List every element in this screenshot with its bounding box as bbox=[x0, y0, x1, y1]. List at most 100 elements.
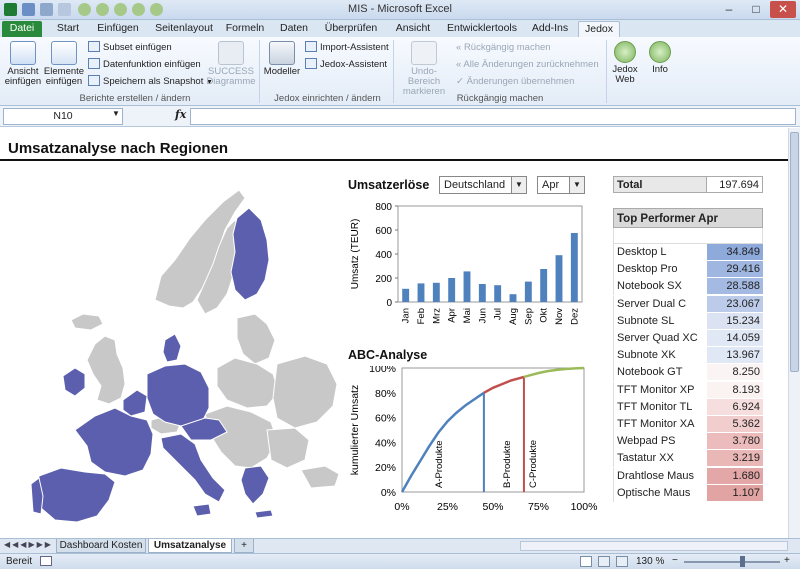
sheet-tab-umsatzanalyse[interactable]: Umsatzanalyse bbox=[148, 539, 232, 553]
map-region-norway bbox=[154, 189, 246, 309]
zoom-in-icon[interactable]: + bbox=[784, 555, 790, 566]
zoom-out-icon[interactable]: − bbox=[672, 555, 678, 566]
aenderungen-uebernehmen-button[interactable]: ✓ Änderungen übernehmen bbox=[456, 76, 575, 87]
title-divider bbox=[0, 159, 788, 161]
name-box[interactable]: N10 bbox=[3, 108, 123, 125]
x-tick-label: 75% bbox=[528, 501, 549, 513]
bar bbox=[570, 233, 578, 302]
page-layout-view-icon[interactable] bbox=[598, 556, 610, 567]
x-tick-label: 50% bbox=[482, 501, 503, 513]
tab-add-ins[interactable]: Add-Ins bbox=[531, 22, 569, 34]
jedox-quick-icon[interactable] bbox=[114, 3, 127, 16]
speichern-snapshot-button[interactable]: Speichern als Snapshot ▼ bbox=[88, 75, 213, 89]
tab-einfuegen[interactable]: Einfügen bbox=[97, 22, 139, 34]
check-icon: ✓ bbox=[456, 76, 467, 87]
normal-view-icon[interactable] bbox=[580, 556, 592, 567]
performer-name: TFT Monitor TL bbox=[613, 398, 707, 416]
tab-ansicht[interactable]: Ansicht bbox=[395, 22, 431, 34]
tab-daten[interactable]: Daten bbox=[279, 22, 309, 34]
rueckgaengig-button[interactable]: « Rückgängig machen bbox=[456, 42, 551, 53]
undo-icon[interactable] bbox=[40, 3, 53, 16]
x-tick-label: 25% bbox=[437, 501, 458, 513]
chevron-down-icon[interactable]: ▼ bbox=[112, 109, 120, 118]
horizontal-scrollbar[interactable] bbox=[520, 541, 788, 551]
zoom-slider-thumb[interactable] bbox=[740, 556, 745, 567]
tab-formeln[interactable]: Formeln bbox=[225, 22, 265, 34]
umsatz-title: Umsatzerlöse bbox=[348, 178, 430, 192]
tab-seitenlayout[interactable]: Seitenlayout bbox=[155, 22, 213, 34]
performer-value: 1.680 bbox=[707, 467, 763, 485]
tab-jedox[interactable]: Jedox bbox=[578, 21, 620, 37]
redo-icon[interactable] bbox=[58, 3, 71, 16]
undo-bereich-button[interactable]: Undo-Bereich markieren bbox=[396, 41, 452, 97]
tab-entwicklertools[interactable]: Entwicklertools bbox=[446, 22, 518, 34]
abc-plot-area bbox=[401, 367, 585, 493]
y-tick-label: 200 bbox=[375, 274, 392, 285]
elemente-einfuegen-button[interactable]: Elemente einfügen bbox=[43, 41, 85, 87]
abc-title: ABC-Analyse bbox=[348, 348, 428, 362]
performer-name: Desktop Pro bbox=[613, 261, 707, 279]
formula-input[interactable] bbox=[190, 108, 796, 125]
success-diagramme-button[interactable]: SUCCESS Diagramme bbox=[206, 41, 256, 87]
tab-start[interactable]: Start bbox=[56, 22, 80, 34]
bar bbox=[555, 255, 563, 302]
map-region-baltics bbox=[236, 313, 276, 365]
tab-datei[interactable]: Datei bbox=[2, 21, 42, 37]
ansicht-einfuegen-button[interactable]: Ansicht einfügen bbox=[3, 41, 43, 87]
save-icon[interactable] bbox=[22, 3, 35, 16]
jedox-quick-icon[interactable] bbox=[132, 3, 145, 16]
jedox-quick-icon[interactable] bbox=[96, 3, 109, 16]
subset-einfuegen-button[interactable]: Subset einfügen bbox=[88, 41, 172, 55]
macro-record-icon[interactable] bbox=[40, 556, 52, 566]
maximize-button[interactable]: □ bbox=[752, 2, 760, 16]
datenfunktion-einfuegen-button[interactable]: Datenfunktion einfügen bbox=[88, 58, 201, 72]
jedox-web-button[interactable]: Jedox Web bbox=[610, 41, 640, 85]
worksheet[interactable]: Umsatzanalyse nach Regionen bbox=[0, 128, 788, 538]
x-tick-label: Mrz bbox=[431, 308, 442, 324]
import-assistent-button[interactable]: Import-Assistent bbox=[305, 41, 389, 55]
modeller-button[interactable]: Modeller bbox=[262, 41, 302, 77]
minimize-button[interactable]: – bbox=[725, 2, 733, 16]
y-tick-label: 400 bbox=[375, 250, 392, 261]
chevron-down-icon[interactable]: ▼ bbox=[511, 177, 526, 193]
sheet-nav-arrows-icon[interactable]: ◀◀◀▶▶▶ bbox=[4, 540, 53, 549]
zoom-slider[interactable] bbox=[684, 561, 780, 563]
sheet-tab-dashboard-kosten[interactable]: Dashboard Kosten bbox=[56, 539, 146, 553]
y-tick-label: 60% bbox=[375, 413, 396, 425]
europe-map bbox=[30, 189, 340, 523]
subset-icon bbox=[88, 41, 100, 52]
scroll-thumb[interactable] bbox=[790, 132, 799, 372]
alle-aenderungen-button[interactable]: « Alle Änderungen zurücknehmen bbox=[456, 59, 599, 70]
page-break-view-icon[interactable] bbox=[616, 556, 628, 567]
vertical-scrollbar[interactable] bbox=[788, 128, 800, 538]
y-tick-label: 100% bbox=[369, 366, 396, 375]
snapshot-icon bbox=[88, 75, 100, 86]
performer-value: 3.219 bbox=[707, 450, 763, 468]
country-select[interactable]: Deutschland ▼ bbox=[439, 176, 527, 194]
jedox-assistent-button[interactable]: Jedox-Assistent bbox=[305, 58, 387, 72]
info-button[interactable]: Info bbox=[645, 41, 675, 75]
ribbon-tabs: Datei Start Einfügen Seitenlayout Formel… bbox=[0, 20, 800, 37]
jedox-quick-icon[interactable] bbox=[150, 3, 163, 16]
x-tick-label: Okt bbox=[539, 308, 550, 323]
new-sheet-icon[interactable]: + bbox=[234, 539, 254, 553]
tab-ueberpruefen[interactable]: Überprüfen bbox=[324, 22, 378, 34]
performer-value: 15.234 bbox=[707, 312, 763, 330]
month-select-value: Apr bbox=[542, 179, 560, 191]
performer-value: 5.362 bbox=[707, 416, 763, 433]
jedox-quick-icon[interactable] bbox=[78, 3, 91, 16]
close-button[interactable]: ✕ bbox=[770, 1, 796, 18]
y-tick-label: 600 bbox=[375, 226, 392, 237]
wizard-icon bbox=[305, 58, 317, 69]
modeller-icon bbox=[269, 41, 295, 65]
abc-segment-label: C-Produkte bbox=[528, 440, 539, 488]
month-select[interactable]: Apr ▼ bbox=[537, 176, 585, 194]
abc-series-line bbox=[523, 366, 585, 379]
map-region-iceland bbox=[70, 313, 104, 331]
chart-icon bbox=[218, 41, 244, 65]
zoom-level[interactable]: 130 % bbox=[636, 556, 665, 567]
y-tick-label: 20% bbox=[375, 462, 396, 474]
function-icon[interactable]: fx bbox=[175, 108, 187, 121]
chevron-down-icon[interactable]: ▼ bbox=[569, 177, 584, 193]
x-tick-label: Aug bbox=[508, 308, 519, 325]
